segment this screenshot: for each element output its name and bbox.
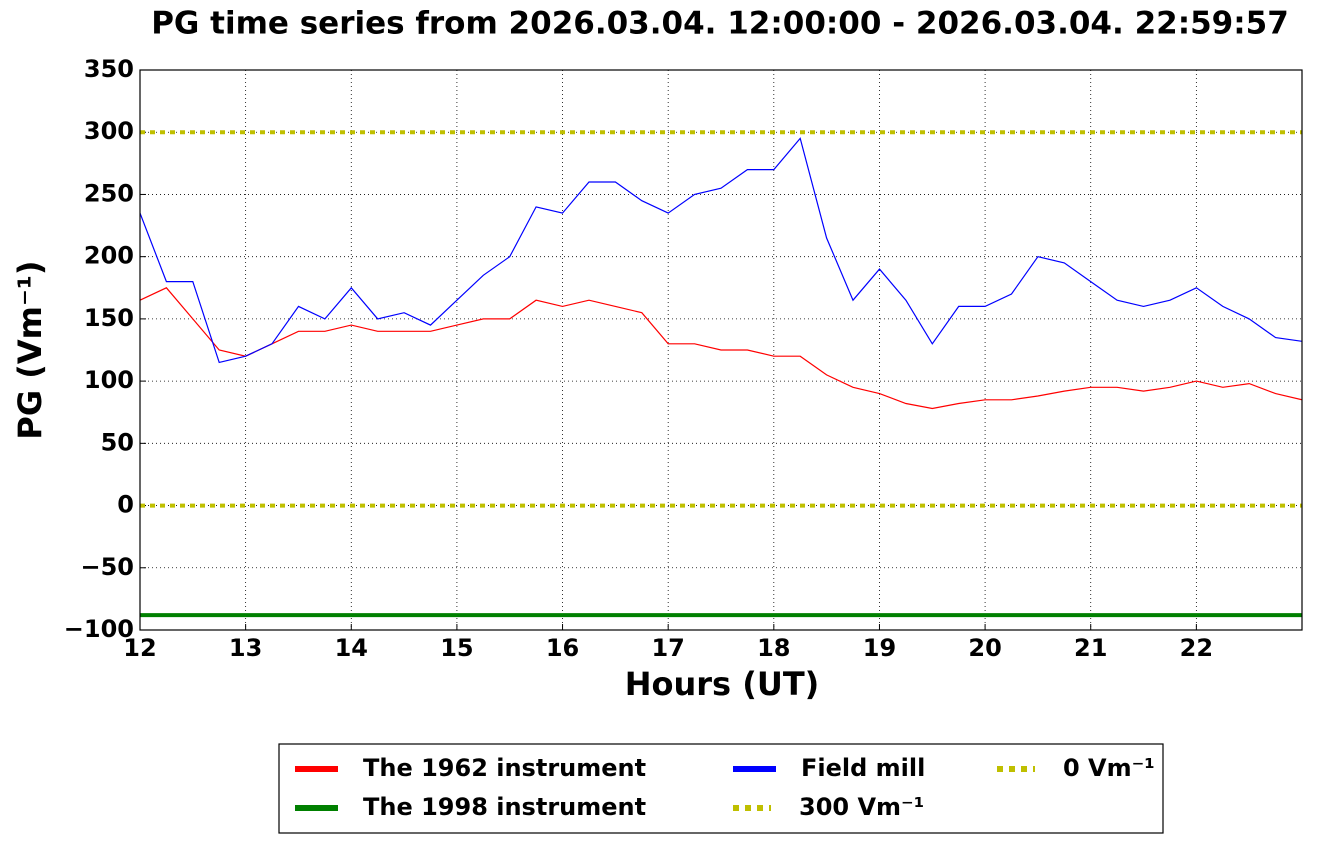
x-tick-label: 22 — [1180, 634, 1213, 662]
y-tick-label: 100 — [84, 366, 134, 394]
x-tick-label: 15 — [440, 634, 473, 662]
x-tick-label: 19 — [863, 634, 896, 662]
x-tick-label: 20 — [968, 634, 1001, 662]
x-tick-label: 12 — [123, 634, 156, 662]
x-tick-label: 16 — [546, 634, 579, 662]
y-tick-label: 0 — [117, 491, 134, 519]
y-tick-label: 350 — [84, 55, 134, 83]
x-axis-label: Hours (UT) — [625, 665, 820, 703]
x-tick-label: 21 — [1074, 634, 1107, 662]
y-tick-label: 200 — [84, 242, 134, 270]
x-tick-label: 13 — [229, 634, 262, 662]
legend-label: The 1962 instrument — [363, 754, 646, 782]
y-tick-label: 50 — [101, 428, 134, 456]
legend-label: 0 Vm⁻¹ — [1063, 754, 1155, 782]
y-tick-label: 250 — [84, 179, 134, 207]
chart-title: PG time series from 2026.03.04. 12:00:00… — [151, 6, 1289, 42]
legend-label: 300 Vm⁻¹ — [799, 793, 924, 821]
y-axis-label: PG (Vm⁻¹) — [11, 260, 49, 439]
plot-frame — [139, 69, 1303, 631]
series-line — [140, 287, 1302, 410]
y-tick-label: −50 — [80, 553, 134, 581]
y-tick-label: 150 — [84, 304, 134, 332]
legend-label: The 1998 instrument — [363, 793, 646, 821]
x-tick-label: 18 — [757, 634, 790, 662]
legend-box — [278, 743, 1164, 834]
x-tick-label: 17 — [651, 634, 684, 662]
series-line — [140, 137, 1302, 364]
x-tick-label: 14 — [335, 634, 368, 662]
y-tick-label: −100 — [64, 615, 134, 643]
legend-label: Field mill — [801, 754, 925, 782]
y-tick-label: 300 — [84, 117, 134, 145]
